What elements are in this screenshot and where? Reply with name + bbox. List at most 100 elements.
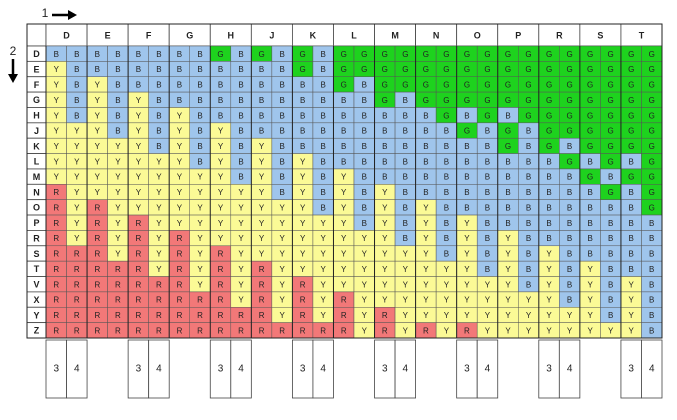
cell-letter: Y [197,173,203,182]
cell-letter: B [464,157,469,166]
cell-letter: G [525,111,531,120]
header-corner [26,23,47,47]
row-header: E [33,64,39,74]
cell-letter: B [300,127,305,136]
cell-letter: B [567,219,572,228]
cell-letter: B [321,96,326,105]
cell-letter: G [423,96,429,105]
cell-letter: R [94,296,100,305]
cell-letter: R [74,326,80,335]
cell-letter: G [587,96,593,105]
cell-letter: Y [505,234,511,243]
cell-letter: Y [136,127,142,136]
cell-letter: Y [485,280,491,289]
cell-letter: G [423,50,429,59]
cell-letter: Y [382,234,388,243]
row-header: T [34,264,40,274]
column-header: D [63,30,70,40]
cell-letter: Y [362,265,368,274]
cell-letter: Y [95,157,101,166]
footer-cell [230,339,252,399]
column-header: R [556,30,563,40]
cell-letter: Y [382,188,388,197]
cell-letter: G [525,65,531,74]
cell-letter: Y [546,250,552,259]
cell-letter: Y [341,280,347,289]
cell-letter: Y [259,142,265,151]
cell-letter: B [115,50,120,59]
footer-number: 3 [464,364,470,375]
cell-letter: B [505,203,510,212]
cell-letter: B [423,188,428,197]
cell-letter: G [608,50,614,59]
cell-letter: B [362,96,367,105]
cell-letter: G [628,111,634,120]
cell-letter: Y [587,296,593,305]
column-header: S [597,30,603,40]
cell-letter: Y [136,188,142,197]
cell-letter: Y [115,173,121,182]
cell-letter: R [341,311,347,320]
cell-letter: R [53,188,59,197]
cell-letter: B [485,127,490,136]
cell-letter: Y [423,311,429,320]
cell-letter: G [505,50,511,59]
cell-letter: B [362,81,367,90]
cell-letter: G [505,142,511,151]
footer-number: 4 [74,364,80,375]
cell-letter: Y [74,219,80,228]
cell-letter: R [115,265,121,274]
cell-letter: R [177,265,183,274]
cell-letter: G [443,81,449,90]
cell-letter: Y [95,188,101,197]
cell-letter: B [526,265,531,274]
cell-letter: Y [423,234,429,243]
cell-letter: Y [300,188,306,197]
cell-letter: Y [238,280,244,289]
cell-letter: B [218,111,223,120]
cell-letter: R [94,234,100,243]
cell-letter: Y [74,127,80,136]
cell-letter: Y [54,96,60,105]
cell-letter: G [587,111,593,120]
cell-letter: B [321,157,326,166]
cell-letter: Y [526,311,532,320]
cell-letter: G [587,65,593,74]
cell-letter: Y [156,157,162,166]
cell-letter: Y [546,265,552,274]
cell-letter: B [136,50,141,59]
cell-letter: G [484,111,490,120]
cell-letter: G [587,50,593,59]
cell-letter: Y [54,142,60,151]
cell-letter: R [115,311,121,320]
cell-letter: R [177,311,183,320]
cell-letter: G [649,188,655,197]
cell-letter: R [53,311,59,320]
cell-letter: Y [403,250,409,259]
cell-letter: G [423,81,429,90]
cell-letter: B [197,81,202,90]
cell-letter: Y [341,250,347,259]
cell-letter: B [587,188,592,197]
cell-letter: R [300,296,306,305]
cell-letter: Y [238,188,244,197]
footer-number: 4 [403,364,409,375]
cell-letter: B [259,96,264,105]
cell-letter: G [402,65,408,74]
cell-letter: G [566,65,572,74]
cell-letter: B [608,296,613,305]
cell-letter: Y [485,296,491,305]
cell-letter: B [464,173,469,182]
cell-letter: B [526,280,531,289]
cell-letter: B [505,219,510,228]
footer-cell [476,339,499,399]
cell-letter: G [546,111,552,120]
cell-letter: B [279,188,284,197]
cell-letter: G [608,127,614,136]
cell-letter: Y [505,311,511,320]
cell-letter: B [321,65,326,74]
cell-letter: B [505,188,510,197]
cell-letter: Y [279,280,285,289]
cell-letter: Y [238,234,244,243]
cell-letter: B [485,157,490,166]
